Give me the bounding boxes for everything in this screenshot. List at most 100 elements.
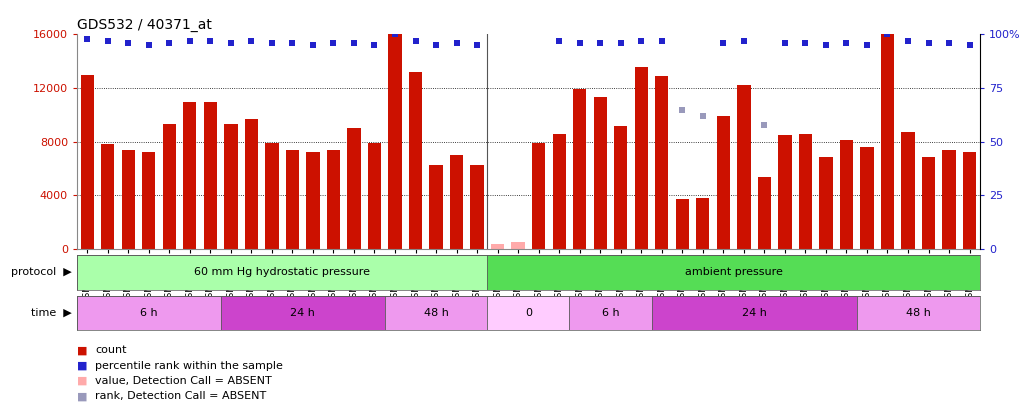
- Point: [859, 42, 875, 49]
- Bar: [244, 119, 258, 249]
- Text: count: count: [95, 345, 127, 355]
- Point: [305, 42, 321, 49]
- Text: ■: ■: [77, 345, 87, 355]
- Bar: [347, 128, 360, 249]
- Bar: [593, 98, 606, 249]
- Text: value, Detection Call = ABSENT: value, Detection Call = ABSENT: [95, 376, 272, 386]
- Point: [920, 40, 937, 46]
- Bar: [77, 296, 221, 330]
- Bar: [857, 296, 980, 330]
- Point: [141, 42, 157, 49]
- Point: [756, 122, 773, 128]
- Point: [654, 38, 670, 44]
- Point: [428, 42, 444, 49]
- Bar: [819, 156, 832, 249]
- Point: [900, 38, 916, 44]
- Bar: [224, 124, 237, 249]
- Bar: [285, 150, 299, 249]
- Bar: [490, 244, 504, 249]
- Point: [366, 42, 383, 49]
- Text: ambient pressure: ambient pressure: [684, 267, 783, 277]
- Text: ■: ■: [77, 376, 87, 386]
- Point: [695, 113, 711, 119]
- Point: [448, 40, 465, 46]
- Bar: [326, 150, 340, 249]
- Point: [469, 42, 485, 49]
- Bar: [429, 164, 442, 249]
- Bar: [880, 34, 894, 249]
- Bar: [203, 102, 216, 249]
- Bar: [487, 255, 980, 290]
- Bar: [737, 85, 750, 249]
- Point: [941, 40, 957, 46]
- Point: [838, 40, 855, 46]
- Text: percentile rank within the sample: percentile rank within the sample: [95, 361, 283, 371]
- Bar: [778, 135, 791, 249]
- Bar: [77, 255, 487, 290]
- Point: [325, 40, 342, 46]
- Point: [284, 40, 301, 46]
- Bar: [265, 143, 278, 249]
- Bar: [921, 156, 935, 249]
- Bar: [655, 76, 668, 249]
- Point: [100, 38, 116, 44]
- Bar: [614, 126, 627, 249]
- Point: [961, 42, 978, 49]
- Bar: [306, 153, 319, 249]
- Bar: [634, 66, 647, 249]
- Bar: [652, 296, 857, 330]
- Point: [674, 107, 690, 113]
- Text: 6 h: 6 h: [140, 308, 158, 318]
- Point: [571, 40, 588, 46]
- Bar: [162, 124, 175, 249]
- Text: 48 h: 48 h: [424, 308, 448, 318]
- Text: 24 h: 24 h: [290, 308, 315, 318]
- Point: [736, 38, 752, 44]
- Point: [879, 31, 896, 38]
- Bar: [449, 155, 463, 249]
- Bar: [511, 242, 524, 249]
- Point: [182, 38, 198, 44]
- Text: 24 h: 24 h: [742, 308, 766, 318]
- Bar: [367, 143, 381, 249]
- Point: [202, 38, 219, 44]
- Bar: [675, 199, 688, 249]
- Bar: [408, 72, 422, 249]
- Bar: [716, 116, 729, 249]
- Bar: [121, 150, 134, 249]
- Point: [592, 40, 608, 46]
- Bar: [860, 147, 873, 249]
- Bar: [388, 34, 401, 249]
- Bar: [142, 153, 155, 249]
- Point: [79, 36, 95, 42]
- Point: [120, 40, 136, 46]
- Text: 6 h: 6 h: [601, 308, 620, 318]
- Bar: [901, 132, 914, 249]
- Text: time  ▶: time ▶: [31, 308, 72, 318]
- Bar: [101, 145, 114, 249]
- Bar: [942, 150, 955, 249]
- Point: [777, 40, 793, 46]
- Bar: [569, 296, 652, 330]
- Point: [613, 40, 629, 46]
- Point: [223, 40, 239, 46]
- Bar: [962, 153, 976, 249]
- Bar: [552, 134, 565, 249]
- Bar: [183, 102, 196, 249]
- Point: [633, 38, 649, 44]
- Text: ■: ■: [77, 392, 87, 401]
- Text: 0: 0: [525, 308, 531, 318]
- Bar: [531, 143, 545, 249]
- Point: [161, 40, 177, 46]
- Bar: [696, 198, 709, 249]
- Point: [407, 38, 424, 44]
- Text: protocol  ▶: protocol ▶: [11, 267, 72, 277]
- Bar: [385, 296, 487, 330]
- Point: [346, 40, 362, 46]
- Point: [715, 40, 732, 46]
- Point: [243, 38, 260, 44]
- Point: [387, 31, 403, 38]
- Text: ■: ■: [77, 361, 87, 371]
- Point: [264, 40, 280, 46]
- Bar: [573, 90, 586, 249]
